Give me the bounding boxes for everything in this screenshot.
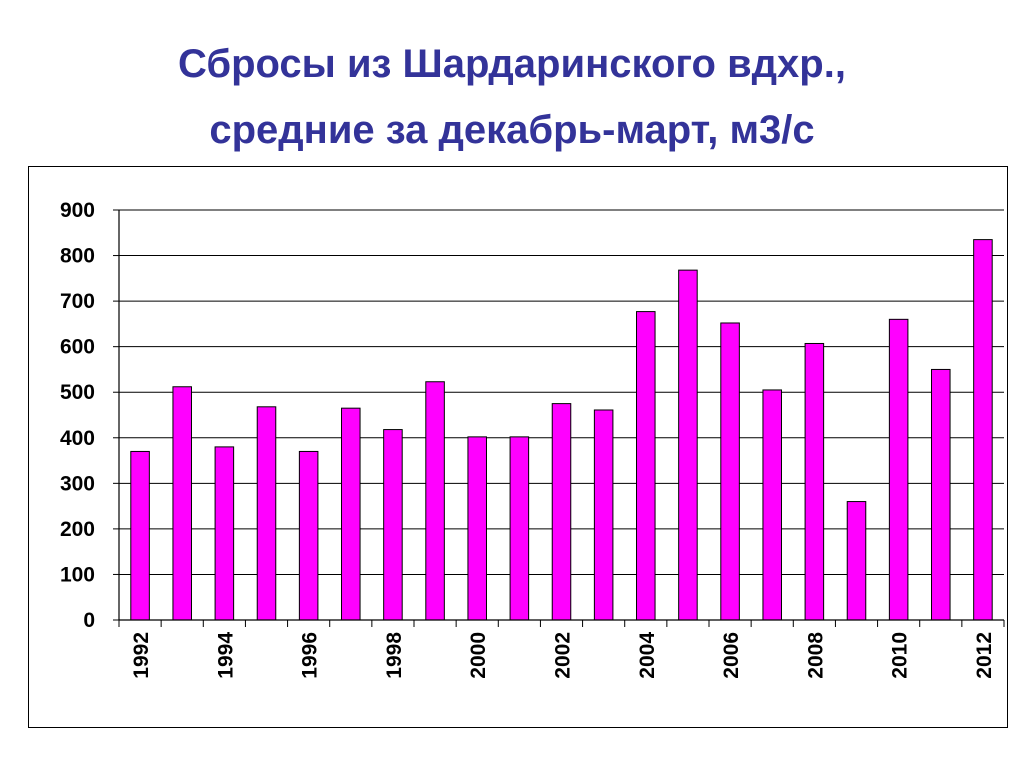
x-tick-label-1998: 1998	[383, 632, 406, 679]
bar-1993	[172, 386, 192, 621]
x-tick-label-1996: 1996	[299, 632, 322, 679]
bar-2010	[888, 318, 909, 621]
bar-2009	[846, 501, 867, 621]
chart-frame: 0 100 200 300 400 500 600 700 800 900 1992 1994 1996…	[28, 166, 1008, 728]
y-tick-label-300: 300	[60, 472, 95, 495]
x-tick-label-1992: 1992	[130, 632, 153, 679]
bar-1994	[214, 446, 235, 621]
bar-1997	[341, 407, 361, 621]
y-tick-label-500: 500	[60, 381, 95, 404]
x-tick-label-2012: 2012	[973, 632, 996, 679]
x-tick-label-1994: 1994	[214, 632, 237, 679]
x-tick-label-2006: 2006	[720, 632, 743, 679]
x-tick-label-2004: 2004	[636, 632, 659, 679]
bar-2003	[593, 409, 614, 621]
x-tick-label-2002: 2002	[552, 632, 575, 679]
bar-chart: 0 100 200 300 400 500 600 700 800 900 1992 1994 1996…	[60, 199, 1005, 679]
y-tick-label-700: 700	[60, 290, 95, 313]
bar-2002	[551, 403, 572, 621]
bar-1998	[383, 429, 403, 621]
bar-2008	[804, 342, 825, 621]
bar-2000	[467, 436, 487, 621]
bar-2001	[509, 436, 530, 621]
y-tick-label-0: 0	[83, 609, 95, 632]
y-tick-label-400: 400	[60, 427, 95, 450]
bar-2007	[762, 389, 782, 621]
bar-2012	[973, 239, 993, 621]
y-tick-label-100: 100	[60, 563, 95, 586]
bar-2004	[636, 311, 656, 621]
tick-labels: 0 100 200 300 400 500 600 700 800 900 1992 1994 1996…	[60, 199, 996, 679]
bar-2005	[678, 269, 698, 621]
bar-2006	[720, 322, 740, 621]
axes	[113, 209, 1005, 627]
y-tick-label-600: 600	[60, 336, 95, 359]
bar-1995	[256, 406, 277, 621]
bar-2011	[931, 368, 951, 621]
bars	[130, 239, 993, 621]
y-tick-label-900: 900	[60, 199, 95, 222]
y-tick-label-200: 200	[60, 518, 95, 541]
x-tick-label-2008: 2008	[804, 632, 827, 679]
bar-1999	[425, 381, 445, 621]
bar-1992	[130, 450, 150, 621]
chart-title-line-1: Сбросы из Шардаринского вдхр.,	[178, 42, 846, 86]
chart-title-line-2: средние за декабрь-март, м3/с	[209, 108, 815, 152]
x-tick-label-2010: 2010	[889, 632, 912, 679]
bar-1996	[298, 450, 319, 621]
x-tick-label-2000: 2000	[467, 632, 490, 679]
y-tick-label-800: 800	[60, 245, 95, 268]
